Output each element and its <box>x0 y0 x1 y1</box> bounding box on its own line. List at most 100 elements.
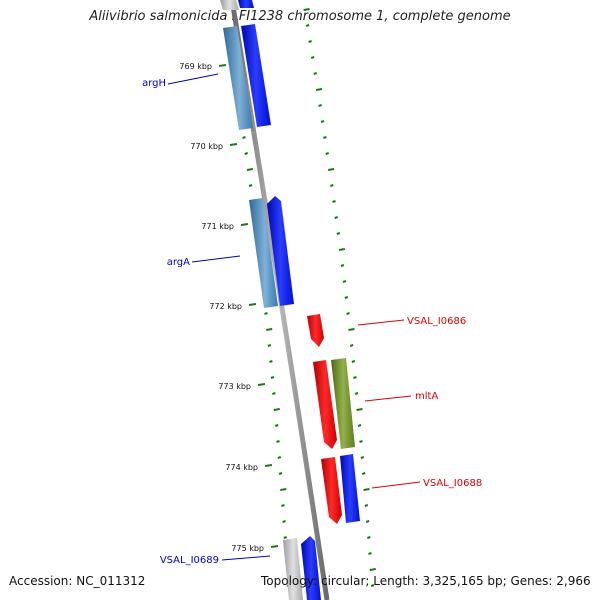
tick-mark <box>361 472 366 475</box>
leader-argH <box>167 73 219 85</box>
ruler-label-770: 770 kbp <box>190 142 223 151</box>
leader-argA <box>191 255 241 263</box>
gene-VSAL_I0689-blue[interactable] <box>301 536 321 600</box>
tick-mark <box>332 200 336 203</box>
gene-argA-steelblue[interactable] <box>249 198 278 308</box>
ruler-label-772: 772 kbp <box>209 302 242 311</box>
ruler-769: 769 kbp <box>179 62 227 71</box>
tick-mark <box>369 568 376 571</box>
tick-mark <box>340 264 345 267</box>
tick-mark <box>276 440 280 443</box>
tick-mark <box>272 392 276 395</box>
tick-mark <box>356 408 363 411</box>
gene-label-mltA[interactable]: mltA <box>415 391 438 402</box>
tick-mark <box>310 56 315 59</box>
leader-VSAL_I0689 <box>221 555 271 561</box>
tick-mark <box>277 456 282 459</box>
tick-mark <box>344 296 349 299</box>
tick-mark <box>353 376 357 379</box>
tick-mark <box>363 488 370 491</box>
ruler-label-774: 774 kbp <box>225 463 258 472</box>
tick-mark <box>365 520 370 523</box>
ruler-773: 773 kbp <box>218 382 266 391</box>
ruler-775: 775 kbp <box>231 544 279 553</box>
gene-blue-top[interactable] <box>238 0 254 8</box>
tick-mark <box>283 536 288 539</box>
tick-mark <box>269 360 273 363</box>
tick-mark <box>267 344 272 347</box>
tick-mark <box>282 520 286 523</box>
tick-mark <box>305 24 310 27</box>
tick-mark <box>323 136 327 139</box>
ruler-label-773: 773 kbp <box>218 382 251 391</box>
gene-argH-steelblue[interactable] <box>223 26 253 130</box>
leader-VSAL_I0686 <box>357 319 405 326</box>
tick-mark <box>244 152 249 155</box>
tick-mark <box>246 168 254 171</box>
tick-mark <box>349 344 354 347</box>
tick-mark <box>327 168 335 171</box>
outer-tick-track <box>303 8 376 587</box>
leader-VSAL_I0688 <box>371 481 421 489</box>
gene-argA-blue[interactable] <box>267 196 294 306</box>
tick-mark <box>336 232 341 235</box>
tick-mark <box>351 360 356 363</box>
tick-mark <box>270 376 275 379</box>
tick-mark <box>370 584 375 587</box>
gene-label-VSAL_I0689[interactable]: VSAL_I0689 <box>160 555 219 566</box>
tick-mark <box>278 472 283 475</box>
tick-mark <box>348 328 355 331</box>
ruler-771: 771 kbp <box>201 222 249 231</box>
tick-mark <box>342 280 347 283</box>
tick-mark <box>359 440 363 443</box>
gene-VSAL_I0688-red[interactable] <box>321 457 342 524</box>
gene-VSAL_I0689-grey[interactable] <box>283 538 303 600</box>
tick-mark <box>354 392 359 395</box>
gene-mltA-red[interactable] <box>313 360 337 449</box>
gene-argH-blue[interactable] <box>241 24 271 127</box>
tick-mark <box>338 248 346 251</box>
tick-mark <box>248 184 253 187</box>
tick-mark <box>303 8 310 11</box>
topology-summary: Topology: circular; Length: 3,325,165 bp… <box>261 574 591 588</box>
gene-light-grey-top[interactable] <box>220 0 239 10</box>
tick-mark <box>346 312 350 315</box>
gene-label-VSAL_I0688[interactable]: VSAL_I0688 <box>423 478 482 489</box>
tick-mark <box>364 504 369 507</box>
map-title: Aliivibrio salmonicida LFI1238 chromosom… <box>89 9 511 24</box>
inner-tick-track <box>235 88 293 587</box>
tick-mark <box>366 536 371 539</box>
gene-VSAL_I0686[interactable] <box>307 314 324 347</box>
tick-mark <box>308 40 312 43</box>
gene-label-argH[interactable]: argH <box>142 78 166 89</box>
tick-mark <box>313 72 318 75</box>
gene-label-VSAL_I0686[interactable]: VSAL_I0686 <box>407 316 466 327</box>
accession-text: Accession: NC_011312 <box>9 574 146 588</box>
tick-mark <box>329 184 334 187</box>
leader-mltA <box>364 395 412 402</box>
tick-mark <box>274 424 279 427</box>
tick-mark <box>357 424 362 427</box>
tick-mark <box>280 488 287 491</box>
ruler-774: 774 kbp <box>225 463 273 472</box>
tick-mark <box>315 88 323 91</box>
ruler-772: 772 kbp <box>209 302 257 311</box>
tick-mark <box>242 136 246 139</box>
gene-label-argA[interactable]: argA <box>167 257 190 268</box>
gene-mltA-olive[interactable] <box>331 358 355 449</box>
tick-mark <box>368 552 372 555</box>
gene-VSAL_I0688-blue[interactable] <box>340 454 360 523</box>
ruler-label-771: 771 kbp <box>201 222 234 231</box>
tick-mark <box>360 456 365 459</box>
tick-mark <box>334 216 339 219</box>
tick-mark <box>325 152 330 155</box>
tick-mark <box>320 120 325 123</box>
ruler-770: 770 kbp <box>190 142 238 151</box>
tick-mark <box>266 328 273 331</box>
ruler-label-769: 769 kbp <box>179 62 212 71</box>
tick-mark <box>318 104 322 107</box>
tick-mark <box>273 408 280 411</box>
tick-mark <box>281 504 285 507</box>
